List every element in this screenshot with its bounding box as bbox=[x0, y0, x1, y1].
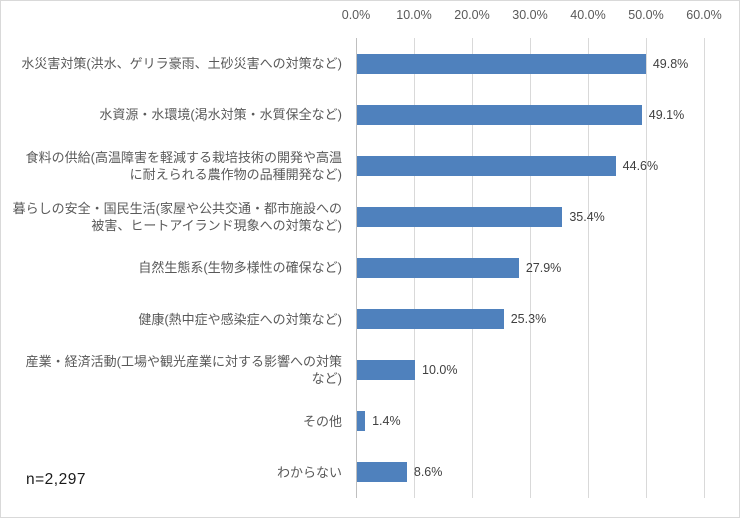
value-label: 49.8% bbox=[652, 56, 689, 71]
value-label: 10.0% bbox=[422, 363, 458, 378]
value-label: 44.6% bbox=[622, 158, 659, 173]
sample-size-label: n=2,297 bbox=[26, 471, 86, 488]
plot-area: 49.8% 49.1% 44.6% 35.4% 27.9% 25.3% 10.0% 1.4% 8… bbox=[356, 38, 705, 498]
category-label: わからない bbox=[276, 464, 342, 480]
bar bbox=[357, 104, 642, 125]
value-label: 1.4% bbox=[372, 414, 401, 429]
y-axis-line bbox=[356, 38, 357, 498]
value-label: 25.3% bbox=[510, 312, 547, 327]
bar bbox=[357, 53, 646, 74]
x-tick-label: 40.0% bbox=[570, 8, 606, 22]
category-label: 自然生態系(生物多様性の確保など) bbox=[138, 260, 342, 276]
bar bbox=[357, 309, 504, 330]
value-label: 8.6% bbox=[413, 465, 443, 480]
x-tick-label: 10.0% bbox=[396, 8, 432, 22]
category-label: 健康(熱中症や感染症への対策など) bbox=[138, 311, 342, 327]
category-label: その他 bbox=[302, 413, 342, 429]
category-label: 暮らしの安全・国民生活(家屋や公共交通・都市施設への 被害、ヒートアイランド現象… bbox=[12, 200, 342, 233]
x-axis: 0.0% 10.0% 20.0% 30.0% 40.0% 50.0% 60.0% bbox=[342, 1, 722, 38]
bar bbox=[357, 258, 519, 278]
x-tick-label: 30.0% bbox=[512, 8, 548, 22]
value-label: 35.4% bbox=[569, 209, 605, 224]
x-tick-label: 50.0% bbox=[628, 8, 664, 22]
category-label: 水災害対策(洪水、ゲリラ豪雨、土砂災害への対策など) bbox=[21, 56, 342, 72]
gridline bbox=[646, 38, 647, 498]
category-labels: 水災害対策(洪水、ゲリラ豪雨、土砂災害への対策など) 水資源・水環境(渇水対策・水… bbox=[1, 38, 349, 498]
gridline bbox=[530, 38, 531, 498]
bar bbox=[357, 462, 407, 483]
x-tick-label: 20.0% bbox=[454, 8, 490, 22]
gridline bbox=[588, 38, 589, 498]
x-tick-label: 0.0% bbox=[341, 8, 371, 22]
bar bbox=[357, 155, 616, 176]
category-label: 水資源・水環境(渇水対策・水質保全など) bbox=[99, 107, 342, 123]
category-label: 食料の供給(高温障害を軽減する栽培技術の開発や高温 に耐えられる農作物の品種開発… bbox=[25, 149, 342, 182]
bar bbox=[357, 411, 366, 432]
value-label: 27.9% bbox=[525, 261, 562, 275]
x-tick-label: 60.0% bbox=[686, 8, 722, 22]
category-label: 産業・経済活動(工場や観光産業に対する影響への対策 など) bbox=[25, 354, 342, 387]
value-label: 49.1% bbox=[648, 107, 685, 122]
bar bbox=[357, 360, 415, 381]
bar bbox=[357, 206, 563, 227]
gridline bbox=[704, 38, 705, 498]
